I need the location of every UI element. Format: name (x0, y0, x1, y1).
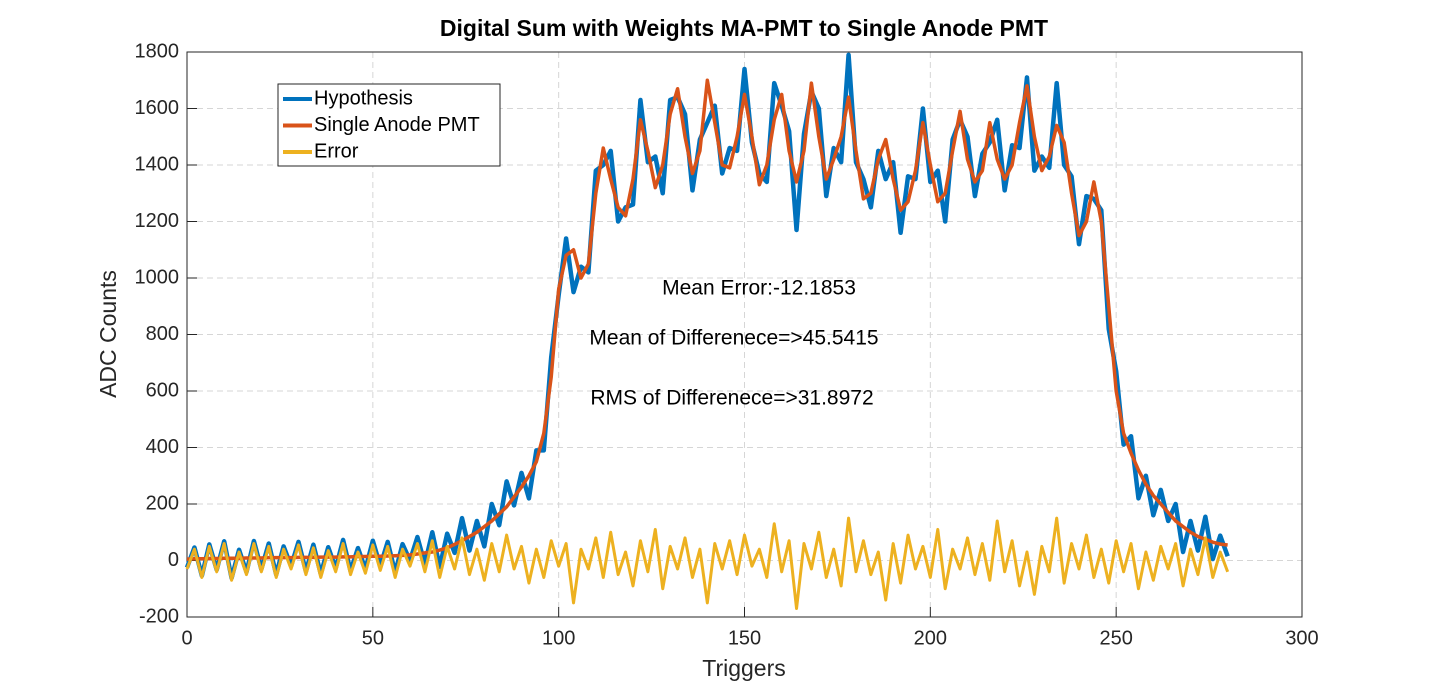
y-tick-label: 1200 (135, 210, 180, 232)
annotation: Mean Error:-12.1853 (662, 277, 856, 300)
y-tick-label: 200 (146, 492, 179, 514)
y-tick-label: 1000 (135, 266, 180, 288)
y-tick-label: 0 (168, 549, 179, 571)
legend-label: Single Anode PMT (314, 114, 480, 136)
legend-label: Error (314, 140, 359, 162)
y-tick-label: 600 (146, 379, 179, 401)
y-tick-label: 1800 (135, 40, 180, 62)
x-tick-label: 100 (542, 627, 575, 649)
y-tick-label: -200 (139, 605, 179, 627)
y-tick-label: 1400 (135, 153, 180, 175)
data-line (185, 516, 1230, 611)
x-tick-label: 0 (181, 627, 192, 649)
plot-frame (186, 51, 1303, 618)
legend-label: Hypothesis (314, 87, 413, 109)
y-tick-label: 1600 (135, 97, 180, 119)
x-tick-label: 250 (1099, 627, 1132, 649)
annotation: Mean of Differenece=>45.5415 (589, 327, 878, 350)
y-tick-label: 800 (146, 323, 179, 345)
x-tick-label: 200 (914, 627, 947, 649)
x-axis-label: Triggers (702, 655, 786, 681)
legend-box (277, 83, 501, 167)
x-tick-label: 150 (728, 627, 761, 649)
x-tick-label: 50 (362, 627, 384, 649)
x-tick-label: 300 (1285, 627, 1318, 649)
chart-title: Digital Sum with Weights MA-PMT to Singl… (440, 15, 1048, 41)
y-axis-label: ADC Counts (95, 270, 121, 398)
y-tick-label: 400 (146, 436, 179, 458)
annotation: RMS of Differenece=>31.8972 (590, 387, 873, 410)
